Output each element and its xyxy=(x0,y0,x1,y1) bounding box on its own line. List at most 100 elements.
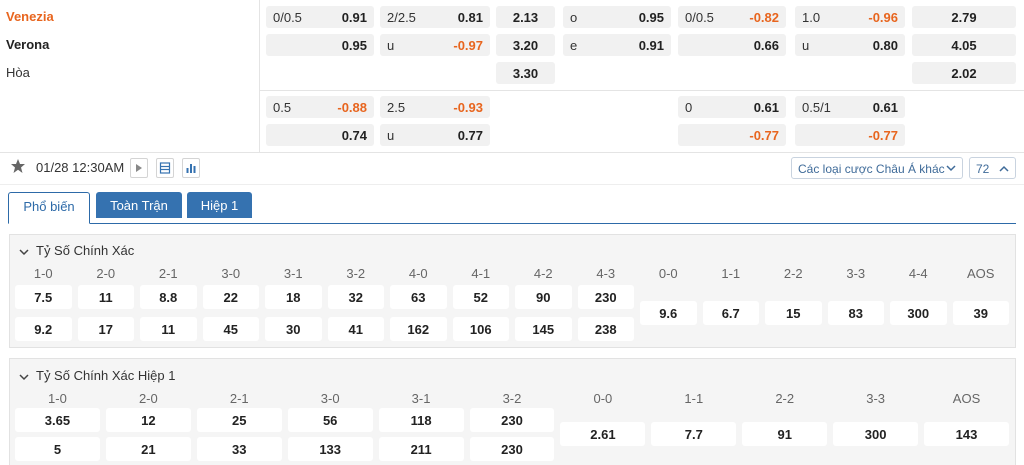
score-odds-cell[interactable]: 17 xyxy=(77,317,134,341)
alt-h1-handicap-away-cell[interactable]: -0.77 xyxy=(678,124,786,146)
score-odds-cell[interactable]: 30 xyxy=(265,317,322,341)
stats-chart-icon[interactable] xyxy=(182,158,200,178)
score-odds-cell[interactable]: 56 xyxy=(287,408,373,432)
score-header: 3-3 xyxy=(866,391,886,406)
score-odds-cell[interactable]: 300 xyxy=(890,301,947,325)
score-odds-cell[interactable]: 41 xyxy=(327,317,384,341)
lineup-icon[interactable] xyxy=(156,158,174,178)
score-odds-cell[interactable]: 21 xyxy=(105,437,191,461)
score-header: 3-1 xyxy=(283,266,303,281)
score-odds-cell[interactable]: 133 xyxy=(287,437,373,461)
score-odds-cell[interactable]: 118 xyxy=(378,408,464,432)
h1-1x2-draw-cell[interactable]: 2.02 xyxy=(912,62,1016,84)
h1-over-cell[interactable]: 1.0 -0.96 xyxy=(795,6,905,28)
odds-value: -0.88 xyxy=(337,100,367,115)
score-odds-cell[interactable]: 230 xyxy=(469,437,555,461)
score-odds-cell[interactable]: 25 xyxy=(196,408,282,432)
handicap-line: 0.5 xyxy=(273,100,292,115)
divider xyxy=(259,90,1024,91)
odds-value: 0.91 xyxy=(341,10,367,25)
score-odds-cell[interactable]: 211 xyxy=(378,437,464,461)
score-header: 4-2 xyxy=(533,266,553,281)
alt-h1-handicap-home-cell[interactable]: 0 0.61 xyxy=(678,96,786,118)
score-odds-cell[interactable]: 12 xyxy=(105,408,191,432)
h1-1x2-home-cell[interactable]: 2.79 xyxy=(912,6,1016,28)
alt-h1-under-cell[interactable]: -0.77 xyxy=(795,124,905,146)
tab-full-match[interactable]: Toàn Trận xyxy=(96,192,182,218)
star-icon[interactable] xyxy=(10,158,26,177)
score-odds-cell[interactable]: 7.7 xyxy=(651,422,737,446)
score-header: 1-0 xyxy=(48,391,67,406)
score-odds-cell[interactable]: 6.7 xyxy=(702,301,759,325)
section-title: Tỷ Số Chính Xác Hiệp 1 xyxy=(36,368,176,383)
h1-1x2-away-cell[interactable]: 4.05 xyxy=(912,34,1016,56)
market-count-toggle[interactable]: 72 xyxy=(969,157,1016,179)
odds-value: 4.05 xyxy=(951,38,977,53)
score-odds-cell[interactable]: 3.65 xyxy=(15,408,100,432)
score-header: 3-2 xyxy=(502,391,522,406)
1x2-away-cell[interactable]: 3.20 xyxy=(496,34,555,56)
odd-label: o xyxy=(570,10,578,25)
score-header: 3-1 xyxy=(411,391,431,406)
alt-handicap-away-cell[interactable]: 0.74 xyxy=(266,124,374,146)
market-type-dropdown[interactable]: Các loại cược Châu Á khác xyxy=(791,157,963,179)
1x2-draw-cell[interactable]: 3.30 xyxy=(496,62,555,84)
score-odds-cell[interactable]: 143 xyxy=(924,422,1009,446)
odd-cell[interactable]: o 0.95 xyxy=(563,6,671,28)
over-cell[interactable]: 2/2.5 0.81 xyxy=(380,6,490,28)
h1-handicap-home-cell[interactable]: 0/0.5 -0.82 xyxy=(678,6,786,28)
under-cell[interactable]: u -0.97 xyxy=(380,34,490,56)
score-odds-cell[interactable]: 162 xyxy=(390,317,447,341)
h1-under-cell[interactable]: u 0.80 xyxy=(795,34,905,56)
score-odds-cell[interactable]: 90 xyxy=(515,285,572,309)
ou-line: 2/2.5 xyxy=(387,10,416,25)
score-odds-cell[interactable]: 39 xyxy=(952,301,1009,325)
score-odds-cell[interactable]: 33 xyxy=(196,437,282,461)
score-header: 2-2 xyxy=(775,391,795,406)
play-icon[interactable] xyxy=(130,158,148,178)
score-odds-cell[interactable]: 106 xyxy=(452,317,509,341)
odds-value: 0.80 xyxy=(872,38,898,53)
score-odds-cell[interactable]: 230 xyxy=(577,285,634,309)
score-odds-cell[interactable]: 7.5 xyxy=(15,285,72,309)
score-odds-cell[interactable]: 5 xyxy=(15,437,100,461)
handicap-home-cell[interactable]: 0/0.5 0.91 xyxy=(266,6,374,28)
score-odds-cell[interactable]: 22 xyxy=(202,285,259,309)
score-odds-cell[interactable]: 15 xyxy=(765,301,822,325)
h1-handicap-away-cell[interactable]: 0.66 xyxy=(678,34,786,56)
score-odds-cell[interactable]: 300 xyxy=(833,422,919,446)
alt-over-cell[interactable]: 2.5 -0.93 xyxy=(380,96,490,118)
handicap-away-cell[interactable]: 0.95 xyxy=(266,34,374,56)
chevron-down-icon[interactable] xyxy=(19,370,29,385)
score-odds-cell[interactable]: 9.6 xyxy=(640,301,697,325)
1x2-home-cell[interactable]: 2.13 xyxy=(496,6,555,28)
score-odds-cell[interactable]: 18 xyxy=(265,285,322,309)
score-odds-cell[interactable]: 63 xyxy=(390,285,447,309)
score-odds-cell[interactable]: 8.8 xyxy=(140,285,197,309)
score-odds-cell[interactable]: 32 xyxy=(327,285,384,309)
chevron-down-icon[interactable] xyxy=(19,245,29,260)
divider xyxy=(0,184,1024,185)
score-odds-cell[interactable]: 2.61 xyxy=(560,422,646,446)
alt-h1-over-cell[interactable]: 0.5/1 0.61 xyxy=(795,96,905,118)
score-odds-cell[interactable]: 91 xyxy=(742,422,828,446)
tab-popular[interactable]: Phổ biến xyxy=(8,192,90,224)
score-odds-cell[interactable]: 145 xyxy=(515,317,572,341)
score-odds-cell[interactable]: 83 xyxy=(827,301,884,325)
market-type-label: Các loại cược Châu Á khác xyxy=(798,162,945,176)
score-odds-cell[interactable]: 11 xyxy=(77,285,134,309)
score-odds-cell[interactable]: 52 xyxy=(452,285,509,309)
score-odds-cell[interactable]: 11 xyxy=(140,317,197,341)
alt-under-cell[interactable]: u 0.77 xyxy=(380,124,490,146)
even-cell[interactable]: e 0.91 xyxy=(563,34,671,56)
score-odds-cell[interactable]: 9.2 xyxy=(15,317,72,341)
tab-first-half[interactable]: Hiệp 1 xyxy=(187,192,252,218)
alt-handicap-home-cell[interactable]: 0.5 -0.88 xyxy=(266,96,374,118)
score-odds-cell[interactable]: 230 xyxy=(469,408,555,432)
score-odds-cell[interactable]: 238 xyxy=(577,317,634,341)
score-header: 4-3 xyxy=(596,266,616,281)
score-odds-cell[interactable]: 45 xyxy=(202,317,259,341)
odds-value: -0.77 xyxy=(749,128,779,143)
score-header: 3-3 xyxy=(846,266,866,281)
handicap-line: 0/0.5 xyxy=(273,10,302,25)
